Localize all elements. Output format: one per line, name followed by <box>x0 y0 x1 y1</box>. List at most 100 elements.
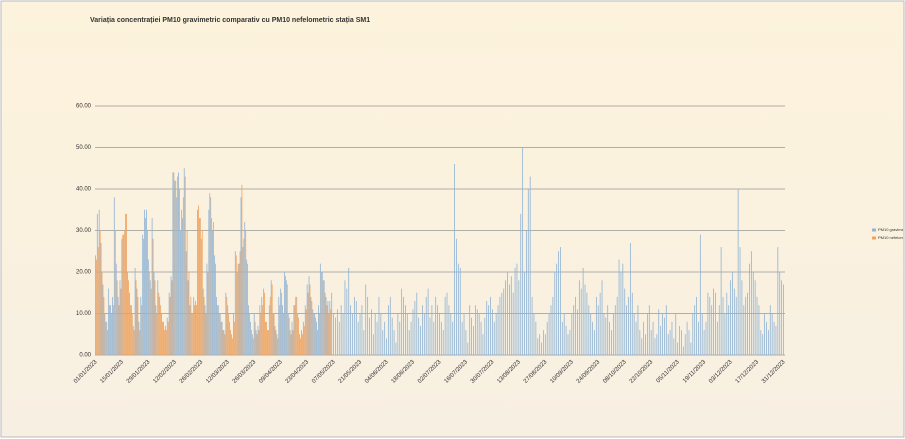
bar <box>781 280 783 355</box>
bar <box>597 305 599 355</box>
bar <box>225 292 227 355</box>
bar <box>369 317 370 355</box>
bar <box>228 313 230 355</box>
bar <box>119 280 121 355</box>
bar <box>110 305 111 355</box>
bar <box>100 242 102 355</box>
bar <box>175 180 177 355</box>
bar <box>713 288 714 355</box>
bar <box>624 288 626 355</box>
bar <box>416 292 418 355</box>
bar <box>344 280 346 355</box>
bar <box>505 280 507 355</box>
bar <box>178 172 179 355</box>
bar <box>155 305 157 355</box>
bar <box>524 272 525 355</box>
bar <box>151 218 153 355</box>
bar <box>312 309 314 355</box>
bar <box>311 301 313 355</box>
bar <box>129 305 131 355</box>
bar <box>473 325 474 355</box>
bar <box>240 197 242 355</box>
bar <box>567 334 569 355</box>
bar <box>224 334 226 355</box>
bar <box>682 346 684 355</box>
bar <box>618 259 620 355</box>
bar <box>628 296 629 355</box>
bar <box>152 238 154 355</box>
bar <box>386 338 387 355</box>
bar <box>267 330 268 355</box>
bar <box>165 330 167 355</box>
bar <box>201 230 203 355</box>
bar <box>461 321 463 355</box>
bar <box>302 334 303 355</box>
bar <box>213 222 214 355</box>
bar <box>106 321 108 355</box>
bar <box>297 313 299 355</box>
bar <box>199 218 201 355</box>
bar <box>743 305 745 355</box>
bar <box>435 296 437 355</box>
bar <box>323 280 325 355</box>
bar <box>251 334 253 355</box>
bar <box>652 321 654 355</box>
bar <box>573 305 575 355</box>
bar <box>279 305 281 355</box>
bar <box>182 197 184 355</box>
bar <box>762 334 764 355</box>
bar <box>181 218 183 355</box>
bar <box>220 321 222 355</box>
bar <box>294 305 296 355</box>
bar <box>103 296 105 355</box>
bar <box>660 325 662 355</box>
bar <box>262 305 264 355</box>
bar <box>355 301 357 355</box>
bar <box>133 330 135 355</box>
bar <box>238 263 240 355</box>
bar <box>611 330 612 355</box>
bar <box>180 230 181 355</box>
bar <box>766 321 767 355</box>
bar <box>147 259 149 355</box>
bar <box>296 296 298 355</box>
bar <box>183 168 185 355</box>
bar <box>315 317 317 355</box>
bar <box>287 313 289 355</box>
bar <box>282 305 283 355</box>
bar <box>233 313 234 355</box>
bar <box>222 330 224 355</box>
bar <box>190 296 192 355</box>
bar <box>319 313 320 355</box>
bar <box>233 321 235 355</box>
bar <box>257 325 259 355</box>
bar <box>769 305 771 355</box>
bar <box>588 305 590 355</box>
bar <box>303 325 305 355</box>
bar <box>335 317 336 355</box>
bar <box>173 172 175 355</box>
bar <box>509 284 510 355</box>
bar <box>266 321 267 355</box>
bar <box>210 197 212 355</box>
bar <box>97 247 99 355</box>
bar <box>529 176 531 355</box>
bar <box>474 305 476 355</box>
bar <box>319 263 321 355</box>
bar <box>658 309 660 355</box>
bar <box>171 280 173 355</box>
bar <box>633 313 635 355</box>
bar <box>288 317 290 355</box>
bar <box>690 342 692 355</box>
bar <box>756 296 758 355</box>
bar <box>639 330 641 355</box>
bar <box>348 267 350 355</box>
bar <box>388 305 389 355</box>
bar <box>622 263 624 355</box>
bar <box>514 267 516 355</box>
bar <box>196 305 197 355</box>
bar <box>217 305 219 355</box>
bar <box>137 296 139 355</box>
bar <box>333 313 334 355</box>
